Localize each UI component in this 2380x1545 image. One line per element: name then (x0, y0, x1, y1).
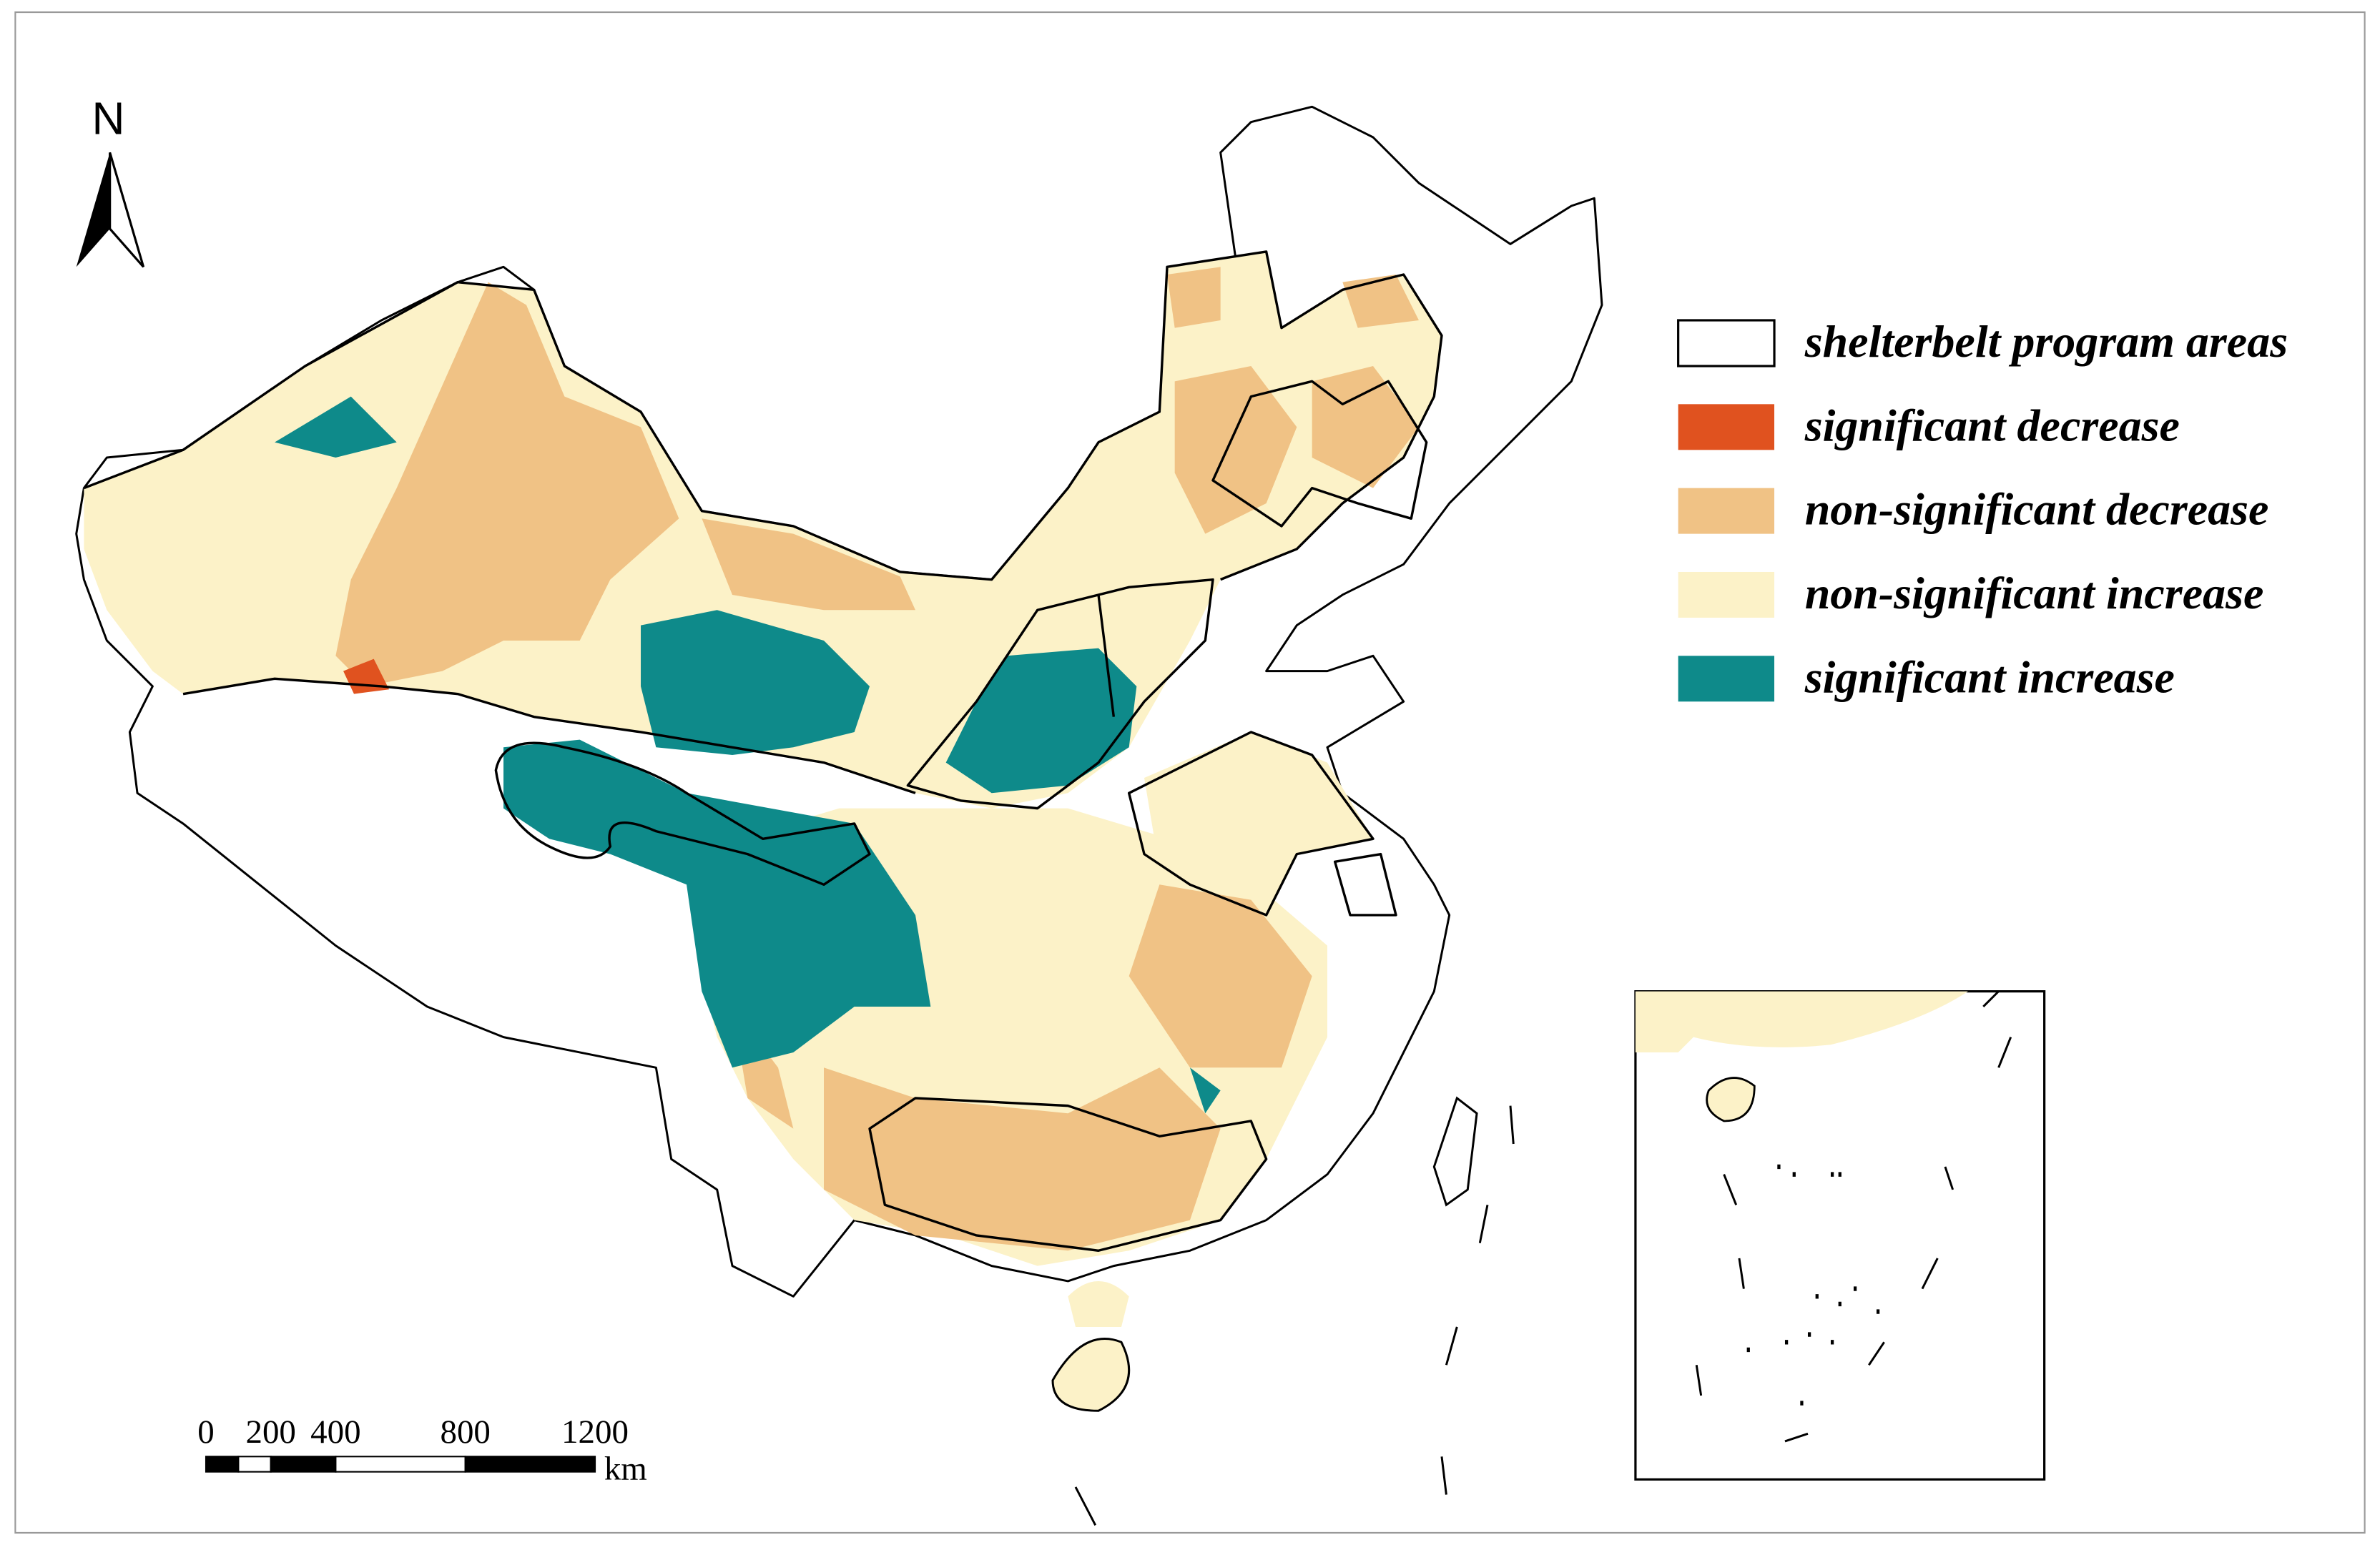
scale-tick-label: 1200 (561, 1413, 629, 1451)
inset-boundary (1695, 990, 2012, 1443)
scale-segment (270, 1456, 337, 1473)
map-body (75, 105, 1603, 1412)
scale-unit: km (604, 1450, 647, 1487)
region-south-decrease (732, 884, 1312, 1251)
scale-segment (464, 1456, 596, 1473)
legend-swatch (1678, 656, 1775, 702)
inset-land (1635, 991, 1968, 1052)
north-arrow: N (76, 93, 145, 268)
region-sig-increase (275, 396, 1221, 1114)
program-boundary (494, 741, 871, 887)
program-boundary (868, 1097, 1268, 1252)
legend-label: non-significant increase (1805, 568, 2264, 618)
inset-islets (1746, 1164, 1883, 1406)
taiwan (1432, 1096, 1478, 1207)
scale-tick-label: 0 (197, 1413, 214, 1451)
inset-frame (1634, 990, 2046, 1481)
region-decrease (335, 267, 1419, 686)
program-boundary (906, 578, 1214, 810)
scale-segment (335, 1456, 466, 1473)
scale-tick-label: 400 (310, 1413, 360, 1451)
hainan (1051, 1338, 1131, 1412)
legend-label: significant increase (1804, 651, 2175, 702)
inset-island (1706, 1077, 1756, 1122)
scale-segment (237, 1456, 272, 1473)
north-label: N (92, 93, 124, 144)
inset (1634, 990, 2046, 1481)
program-boundary (83, 250, 1443, 794)
legend-swatch (1677, 319, 1776, 367)
legend-swatch (1678, 404, 1775, 450)
program-boundary (1127, 731, 1397, 917)
legend-swatch (1678, 571, 1775, 618)
legend-label: non-significant decrease (1805, 484, 2269, 535)
legend-label: shelterbelt program areas (1804, 316, 2288, 367)
program-boundary (1211, 380, 1428, 528)
sea-boundary (1074, 1105, 1515, 1526)
scale-tick-label: 800 (441, 1413, 491, 1451)
scale-tick-label: 200 (246, 1413, 296, 1451)
legend: shelterbelt program areas significant dec… (1677, 316, 2288, 702)
arrow-right (109, 152, 145, 268)
legend-swatch (1678, 488, 1775, 534)
legend-label: significant decrease (1804, 400, 2180, 450)
arrow-left (76, 152, 110, 267)
scale-segment (205, 1456, 240, 1473)
